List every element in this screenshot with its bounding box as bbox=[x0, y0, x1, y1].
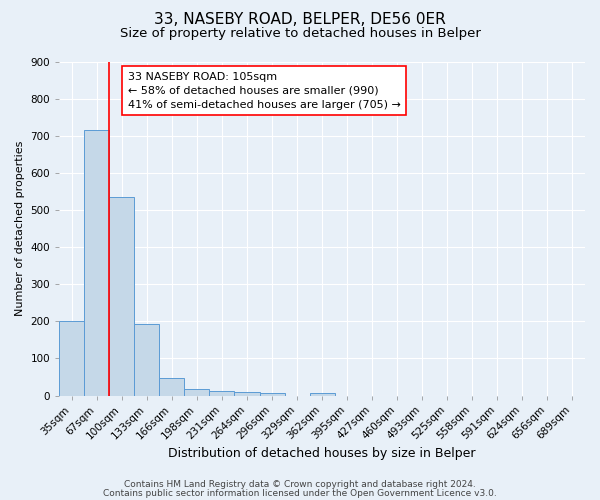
X-axis label: Distribution of detached houses by size in Belper: Distribution of detached houses by size … bbox=[169, 447, 476, 460]
Text: Contains HM Land Registry data © Crown copyright and database right 2024.: Contains HM Land Registry data © Crown c… bbox=[124, 480, 476, 489]
Y-axis label: Number of detached properties: Number of detached properties bbox=[15, 141, 25, 316]
Text: Size of property relative to detached houses in Belper: Size of property relative to detached ho… bbox=[119, 28, 481, 40]
Bar bbox=[59, 322, 84, 396]
Bar bbox=[260, 393, 284, 396]
Bar bbox=[134, 324, 160, 396]
Bar bbox=[84, 130, 109, 396]
Bar bbox=[160, 378, 184, 396]
Bar bbox=[184, 389, 209, 396]
Bar bbox=[310, 392, 335, 396]
Bar bbox=[235, 392, 260, 396]
Bar bbox=[109, 197, 134, 396]
Text: Contains public sector information licensed under the Open Government Licence v3: Contains public sector information licen… bbox=[103, 488, 497, 498]
Bar bbox=[209, 390, 235, 396]
Text: 33 NASEBY ROAD: 105sqm
← 58% of detached houses are smaller (990)
41% of semi-de: 33 NASEBY ROAD: 105sqm ← 58% of detached… bbox=[128, 72, 400, 110]
Text: 33, NASEBY ROAD, BELPER, DE56 0ER: 33, NASEBY ROAD, BELPER, DE56 0ER bbox=[154, 12, 446, 28]
